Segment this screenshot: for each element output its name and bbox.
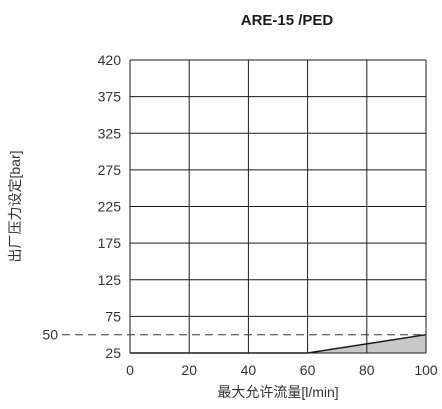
x-tick-label: 60 [300,362,316,378]
x-tick-label: 40 [241,362,257,378]
x-tick-label: 80 [359,362,375,378]
y-tick-label: 125 [98,272,122,288]
y-tick-label: 420 [98,52,122,68]
reference-line-label: 50 [42,327,58,343]
y-tick-label: 25 [105,345,121,361]
chart-title: ARE-15 /PED [241,12,334,29]
x-tick-label: 20 [181,362,197,378]
x-tick-label: 100 [414,362,438,378]
y-tick-label: 225 [98,199,122,215]
y-tick-label: 275 [98,162,122,178]
y-tick-label: 75 [105,308,121,324]
y-axis-label: 出厂压力设定[bar] [7,150,23,262]
plot-area: 420 375 325 275 225 175 125 75 25 0 20 40 60 80 100 50 [42,52,437,378]
x-tick-label: 0 [126,362,134,378]
series-line [130,333,427,354]
y-tick-label: 175 [98,235,122,251]
x-axis-label: 最大允许流量[l/min] [217,384,338,400]
y-tick-label: 325 [98,125,122,141]
y-tick-label: 375 [98,89,122,105]
